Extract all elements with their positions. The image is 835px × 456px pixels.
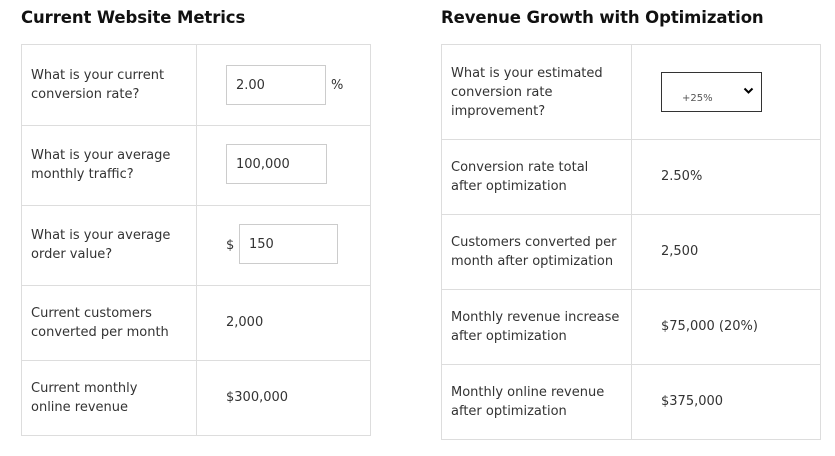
order-value-label: What is your average order value? (31, 228, 171, 262)
customers-converted-label: Current customers converted per month (31, 306, 169, 340)
revenue-growth-table: What is your estimated conversion rate i… (441, 44, 821, 440)
current-metrics-table: What is your current conversion rate? % … (21, 44, 371, 436)
order-value-row: What is your average order value? $ (22, 206, 370, 286)
total-rate-value: 2.50% (661, 169, 703, 184)
conversion-rate-input[interactable] (226, 65, 326, 105)
customers-converted-value: 2,000 (226, 315, 264, 330)
revenue-increase-row: Monthly revenue increase after optimizat… (442, 290, 820, 365)
revenue-after-row: Monthly online revenue after optimizatio… (442, 365, 820, 440)
percent-unit: % (331, 78, 344, 93)
revenue-growth-title: Revenue Growth with Optimization (441, 8, 764, 27)
improvement-selected-value: +25% (682, 93, 713, 104)
currency-unit: $ (226, 238, 235, 253)
customers-after-label: Customers converted per month after opti… (451, 235, 617, 269)
improvement-row: What is your estimated conversion rate i… (442, 45, 820, 140)
conversion-rate-label: What is your current conversion rate? (31, 68, 165, 102)
customers-converted-row: Current customers converted per month 2,… (22, 286, 370, 361)
monthly-revenue-value: $300,000 (226, 390, 289, 405)
monthly-traffic-label: What is your average monthly traffic? (31, 148, 171, 182)
total-rate-label: Conversion rate total after optimization (451, 160, 589, 194)
revenue-after-label: Monthly online revenue after optimizatio… (451, 385, 605, 419)
chevron-down-icon (743, 87, 754, 94)
conversion-rate-row: What is your current conversion rate? % (22, 45, 370, 126)
order-value-input[interactable] (239, 224, 338, 264)
customers-after-value: 2,500 (661, 244, 699, 259)
revenue-increase-label: Monthly revenue increase after optimizat… (451, 310, 620, 344)
revenue-increase-value: $75,000 (20%) (661, 319, 758, 334)
current-metrics-title: Current Website Metrics (21, 8, 246, 27)
revenue-after-value: $375,000 (661, 394, 724, 409)
monthly-revenue-label: Current monthly online revenue (31, 381, 138, 415)
monthly-traffic-input[interactable] (226, 144, 327, 184)
column-divider (631, 45, 632, 439)
improvement-select[interactable]: +25% (661, 72, 762, 112)
column-divider (196, 45, 197, 435)
monthly-revenue-row: Current monthly online revenue $300,000 (22, 361, 370, 436)
improvement-label: What is your estimated conversion rate i… (451, 66, 603, 119)
